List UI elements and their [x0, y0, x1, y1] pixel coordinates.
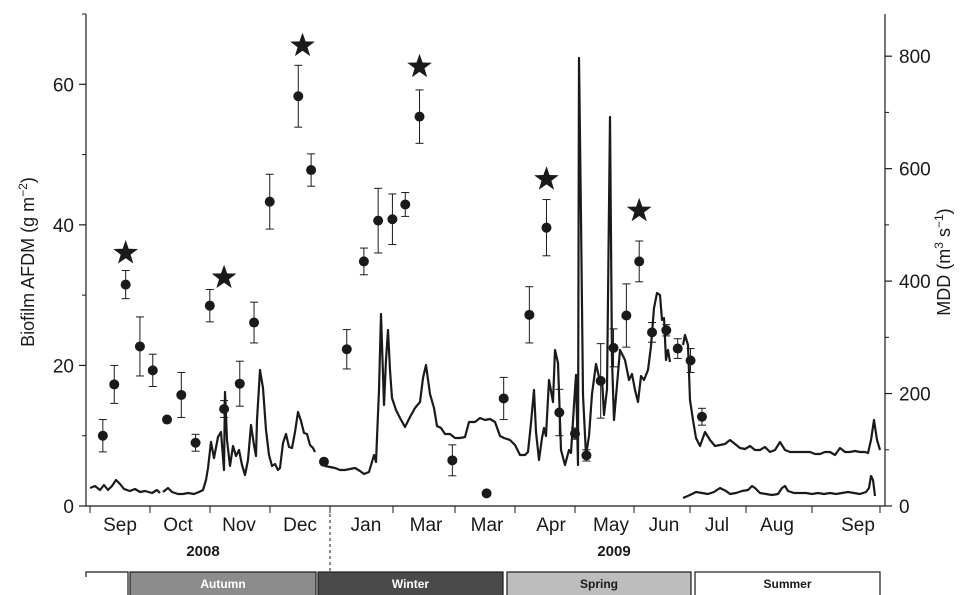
data-point	[696, 411, 707, 422]
y2-axis-title: MDD (m3 s−1)	[932, 208, 954, 315]
x-tick-label: Oct	[163, 515, 193, 536]
data-point	[249, 317, 260, 328]
y2-tick-label: 0	[899, 497, 910, 518]
data-point	[318, 456, 329, 467]
data-point	[234, 378, 245, 389]
season-label: Summer	[763, 577, 811, 591]
x-tick-label: Jan	[351, 515, 382, 536]
x-tick-label: Sep	[841, 515, 875, 536]
data-point	[541, 222, 552, 233]
discharge-line	[89, 478, 161, 495]
data-point	[306, 165, 317, 176]
x-tick-label: Mar	[471, 515, 504, 536]
season-box-previous	[85, 571, 129, 595]
data-point	[570, 428, 581, 439]
data-point	[120, 279, 131, 290]
data-point	[109, 379, 120, 390]
y-axis-title: Biofilm AFDM (g m−2)	[16, 177, 38, 347]
y2-tick-label: 400	[899, 272, 931, 293]
x-tick-label: Jun	[649, 515, 680, 536]
year-label-2009: 2009	[597, 543, 630, 560]
data-point	[634, 256, 645, 267]
season-label: Spring	[580, 577, 618, 591]
data-point	[524, 309, 535, 320]
x-tick-label: Jul	[705, 515, 729, 536]
data-point	[581, 450, 592, 461]
x-tick-label: Aug	[760, 515, 794, 536]
x-tick-label: Mar	[410, 515, 443, 536]
x-tick-label: May	[593, 515, 629, 536]
x-tick-label: Apr	[536, 515, 566, 536]
data-point	[97, 430, 108, 441]
x-tick-label: Dec	[283, 515, 317, 536]
discharge-line	[162, 368, 316, 496]
data-point	[647, 327, 658, 338]
data-point	[498, 393, 509, 404]
season-label: Winter	[392, 577, 430, 591]
discharge-line	[681, 333, 882, 457]
y2-tick-label: 600	[899, 160, 931, 181]
significance-star	[290, 32, 315, 57]
data-point	[387, 214, 398, 225]
data-point	[162, 414, 173, 425]
season-box	[694, 571, 881, 595]
data-point	[176, 389, 187, 400]
plot-area	[89, 32, 882, 500]
significance-star	[211, 264, 237, 289]
data-point	[358, 256, 369, 267]
data-point	[685, 355, 696, 366]
significance-star	[626, 197, 652, 222]
season-bar: Autumn Winter Spring Summer	[85, 571, 881, 595]
data-point	[293, 91, 304, 102]
significance-star	[407, 53, 432, 78]
y-tick-label: 60	[53, 75, 74, 96]
y-tick-label: 40	[53, 216, 74, 237]
data-point	[341, 344, 352, 355]
significance-star	[534, 166, 559, 190]
season-label: Autumn	[200, 577, 245, 591]
data-point	[621, 310, 632, 321]
data-point	[400, 199, 411, 210]
data-point	[264, 196, 275, 207]
data-point	[219, 404, 230, 415]
y2-tick-label: 800	[899, 47, 931, 68]
season-box	[506, 571, 692, 595]
data-point	[134, 341, 145, 352]
discharge-line	[682, 474, 877, 500]
data-point	[414, 111, 425, 122]
year-label-2008: 2008	[186, 543, 219, 560]
data-point	[204, 300, 215, 311]
data-point	[147, 365, 158, 376]
data-point	[595, 375, 606, 386]
data-point	[672, 343, 683, 354]
data-point	[373, 215, 384, 226]
data-point	[661, 325, 672, 336]
data-point	[608, 342, 619, 353]
data-point	[447, 455, 458, 466]
data-point	[481, 488, 492, 499]
y2-tick-label: 200	[899, 385, 931, 406]
x-tick-label: Sep	[103, 515, 137, 536]
data-point	[190, 437, 201, 448]
y-tick-label: 0	[63, 497, 74, 518]
significance-star	[113, 240, 138, 264]
data-point	[554, 407, 565, 418]
discharge-line	[324, 56, 672, 476]
x-tick-label: Nov	[222, 515, 256, 536]
season-box	[129, 571, 317, 595]
y-tick-label: 20	[53, 356, 74, 377]
season-box	[317, 571, 504, 595]
